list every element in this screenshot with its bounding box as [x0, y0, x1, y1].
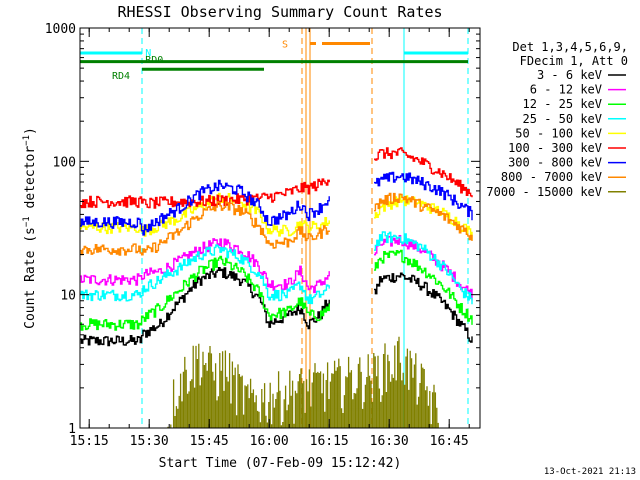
legend-label-8: 7000 - 15000 keV — [486, 185, 602, 199]
series-8 — [167, 336, 439, 428]
y-label-part-1: Count Rate (s — [23, 227, 38, 329]
series-3-seg-1 — [374, 231, 473, 305]
y-axis-ticks: 1 10 100 1000 — [45, 22, 480, 437]
legend-header-2: FDecim 1, Att 0 — [520, 54, 628, 68]
legend-label-5: 100 - 300 keV — [508, 141, 602, 155]
legend-label-1: 6 - 12 keV — [530, 83, 602, 97]
footer-timestamp: 13-Oct-2021 21:13 — [544, 467, 636, 477]
legend-label-3: 25 - 50 keV — [523, 112, 602, 126]
y-axis-label: Count Rate (s−1 detector−1) — [22, 127, 38, 329]
x-tick-label: 16:30 — [370, 434, 409, 449]
x-tick-label: 15:30 — [130, 434, 169, 449]
x-tick-label: 16:45 — [430, 434, 469, 449]
y-label-part-3: ) — [23, 127, 38, 135]
series-7-seg-0 — [80, 201, 330, 256]
flag-label-RD4: RD4 — [112, 71, 130, 82]
legend-label-7: 800 - 7000 keV — [501, 170, 602, 184]
legend-label-2: 12 - 25 keV — [523, 97, 602, 111]
series-6-seg-1 — [374, 171, 473, 221]
series-6-seg-0 — [80, 179, 330, 236]
y-tick-label: 10 — [60, 289, 76, 304]
y-label-sup-1: −1 — [22, 216, 32, 227]
x-axis-label: Start Time (07-Feb-09 15:12:42) — [159, 456, 402, 471]
y-label-sup-2: −1 — [22, 135, 32, 146]
legend-label-0: 3 - 6 keV — [537, 68, 602, 82]
series-2-seg-0 — [80, 255, 330, 331]
legend-label-6: 300 - 800 keV — [508, 156, 602, 170]
count-rate-series — [80, 147, 473, 428]
series-5-seg-1 — [374, 147, 473, 198]
chart-title: RHESSI Observing Summary Count Rates — [117, 3, 442, 21]
series-2-seg-1 — [374, 249, 473, 325]
legend-header-1: Det 1,3,4,5,6,9, — [512, 40, 628, 54]
y-label-part-2: detector — [23, 146, 38, 217]
series-7-seg-1 — [374, 192, 473, 241]
y-tick-label: 100 — [53, 155, 76, 170]
x-tick-label: 15:15 — [70, 434, 109, 449]
y-tick-label: 1 — [68, 422, 76, 437]
series-1-seg-1 — [374, 235, 473, 301]
series-0-seg-0 — [80, 267, 330, 347]
flag-label-N: N — [145, 48, 151, 59]
series-4-seg-0 — [80, 192, 330, 237]
x-axis-ticks: 15:15 15:30 15:45 16:00 16:15 16:30 16:45 — [70, 28, 470, 449]
series-3-seg-0 — [80, 244, 330, 305]
legend: Det 1,3,4,5,6,9, FDecim 1, Att 0 3 - 6 k… — [486, 40, 628, 199]
flag-label-RD0: RD0 — [145, 55, 163, 66]
x-tick-label: 15:45 — [190, 434, 229, 449]
x-tick-label: 16:15 — [310, 434, 349, 449]
series-1-seg-0 — [80, 238, 330, 294]
y-tick-label: 1000 — [45, 22, 76, 37]
series-5-seg-0 — [80, 178, 330, 209]
x-tick-label: 16:00 — [250, 434, 289, 449]
legend-label-4: 50 - 100 keV — [515, 126, 602, 140]
flag-label-S: S — [282, 40, 288, 51]
plot-frame — [79, 27, 481, 429]
series-0-seg-1 — [374, 272, 473, 343]
